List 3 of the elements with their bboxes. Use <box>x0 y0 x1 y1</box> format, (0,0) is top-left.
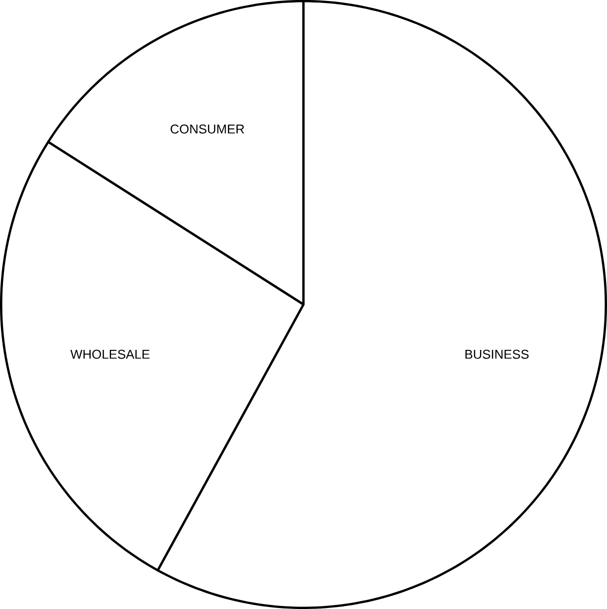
slice-label: WHOLESALE <box>70 350 150 359</box>
slice-label: CONSUMER <box>170 124 244 134</box>
slice-label: BUSINESS <box>465 350 529 359</box>
